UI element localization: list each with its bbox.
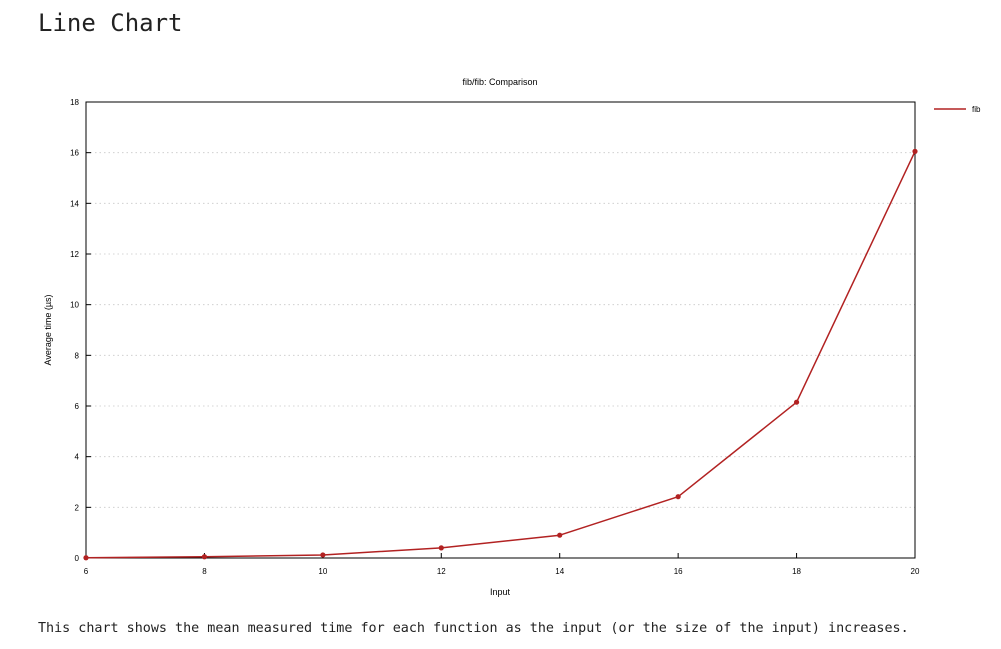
data-point [201, 554, 208, 560]
axes: 0 2 4 6 8 10 12 14 16 18 6 8 10 12 14 16 18 20 [70, 98, 920, 576]
y-tick-label: 12 [70, 250, 79, 259]
y-tick-label: 6 [75, 402, 80, 411]
y-tick-label: 0 [75, 554, 80, 563]
x-tick-label: 10 [318, 567, 327, 576]
page-heading: Line Chart [38, 9, 183, 37]
chart-title: fib/fib: Comparison [462, 77, 537, 87]
y-tick-label: 16 [70, 149, 79, 158]
plot-frame [85, 101, 916, 559]
data-point [557, 532, 563, 538]
data-point [83, 555, 89, 561]
data-point [320, 552, 326, 558]
chart-description: This chart shows the mean measured time … [38, 621, 909, 636]
y-tick-label: 8 [75, 351, 80, 360]
data-point [438, 545, 444, 551]
x-tick-label: 8 [202, 567, 207, 576]
y-axis-label: Average time (µs) [43, 294, 53, 365]
data-point [912, 148, 918, 154]
y-tick-label: 2 [75, 503, 80, 512]
x-tick-label: 20 [911, 567, 920, 576]
y-tick-label: 14 [70, 199, 79, 208]
legend: fib [934, 105, 981, 114]
grid-lines [86, 152, 915, 508]
x-tick-label: 16 [674, 567, 683, 576]
x-axis-label: Input [490, 587, 511, 597]
data-point [793, 399, 800, 405]
legend-label-fib: fib [972, 105, 981, 114]
x-tick-label: 18 [792, 567, 801, 576]
x-tick-label: 6 [84, 567, 89, 576]
y-tick-label: 10 [70, 301, 79, 310]
data-point [675, 494, 681, 500]
x-tick-label: 12 [437, 567, 446, 576]
y-tick-label: 4 [75, 453, 80, 462]
series-layer [83, 148, 918, 561]
series-line-fib [85, 151, 916, 559]
x-tick-label: 14 [555, 567, 564, 576]
y-tick-label: 18 [70, 98, 79, 107]
